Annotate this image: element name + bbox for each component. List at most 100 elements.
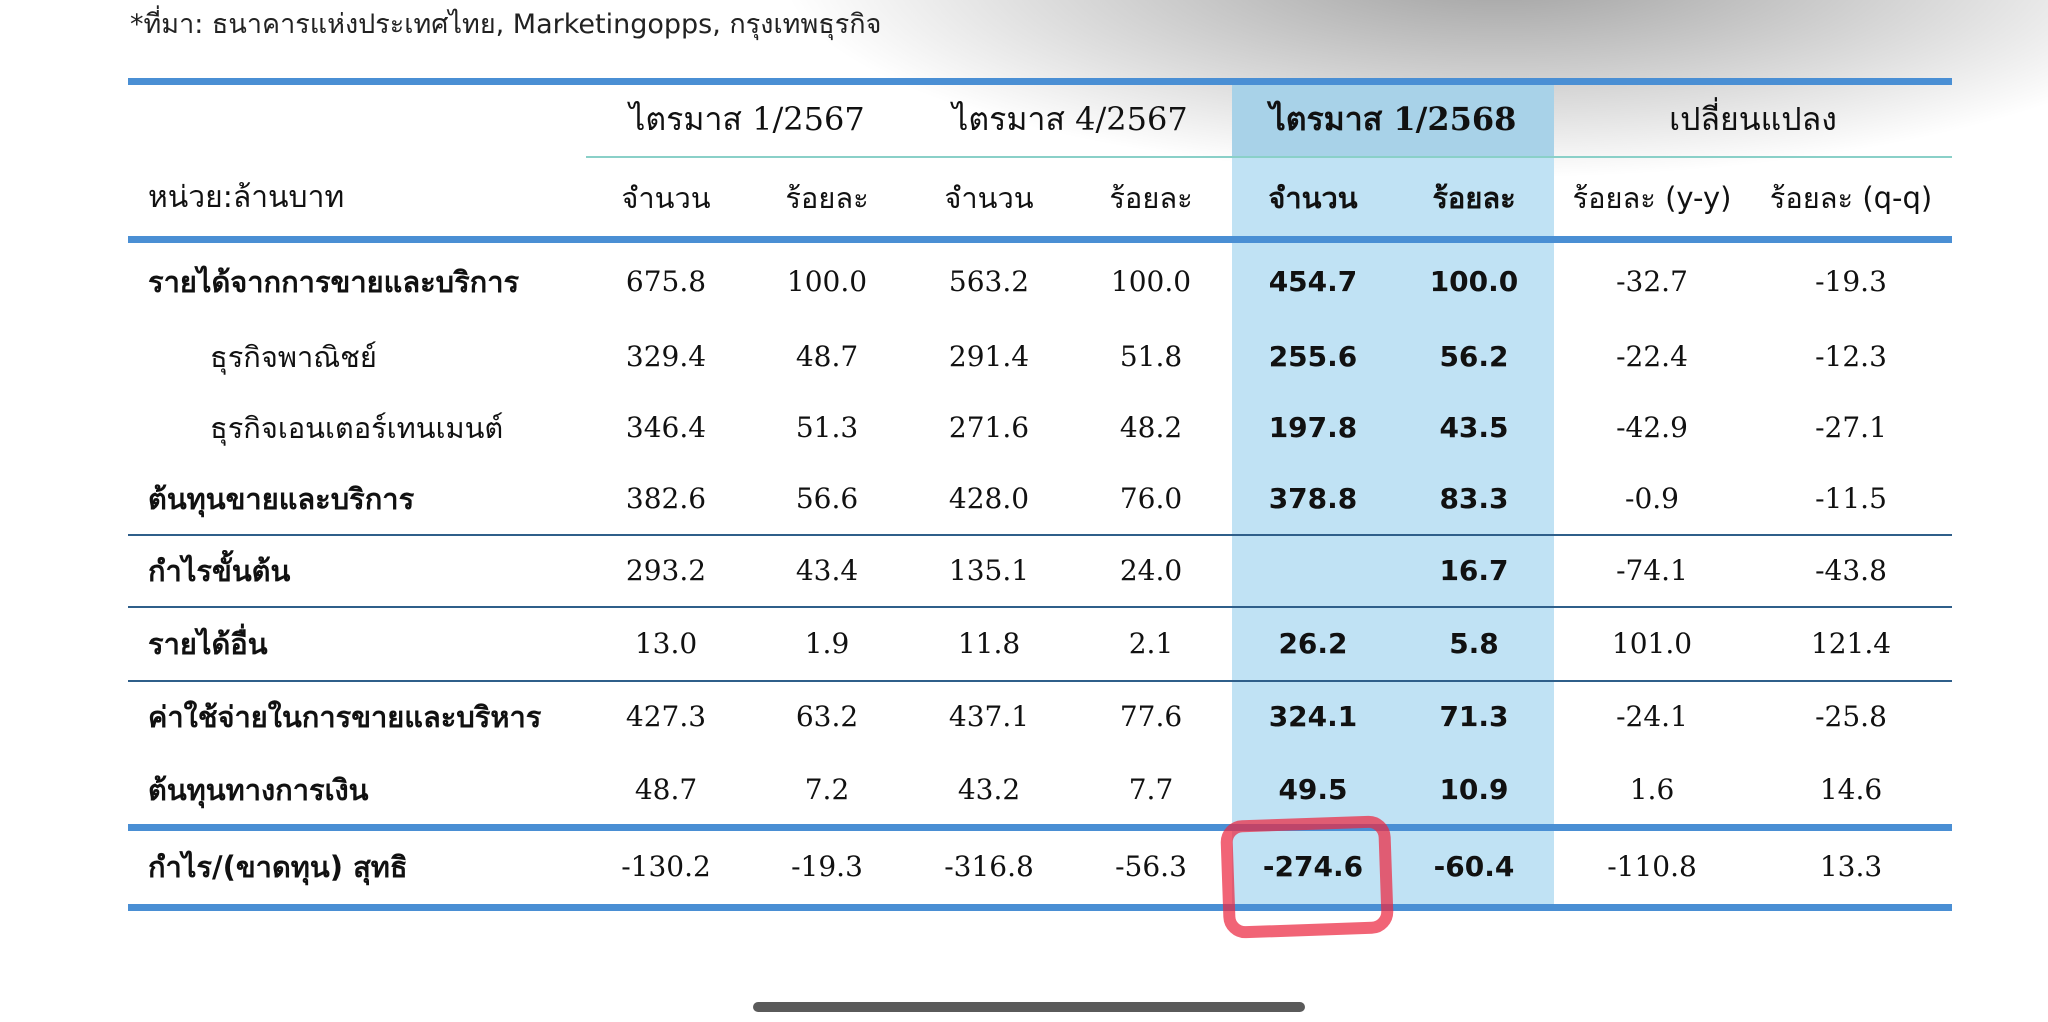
row-label: ธุรกิจพาณิชย์ [210,340,377,374]
table-cell: 16.7 [1439,554,1509,587]
group-header-q4-2567: ไตรมาส 4/2567 [952,100,1188,138]
table-cell: -11.5 [1815,482,1887,515]
subheader-amount: จำนวน [944,181,1034,215]
table-cell: -0.9 [1625,482,1679,515]
table-cell: 48.2 [1119,411,1183,444]
table-cell: 43.2 [957,773,1021,806]
table-cell: -24.1 [1616,700,1688,733]
row-label: รายได้อื่น [148,627,268,661]
table-cell: -12.3 [1815,340,1887,373]
row-label: กำไรขั้นต้น [148,554,291,588]
table-cell: 24.0 [1119,554,1183,587]
table-cell: 14.6 [1819,773,1883,806]
row-label: กำไร/(ขาดทุน) สุทธิ [148,850,408,884]
header-bottom-rule [128,236,1952,243]
table-cell: 13.0 [634,627,698,660]
table-cell: 13.3 [1819,850,1883,883]
table-cell: 1.6 [1629,773,1675,806]
table-cell: 121.4 [1810,627,1892,660]
table-cell: 63.2 [795,700,859,733]
table-cell: 271.6 [948,411,1030,444]
table-row: ธุรกิจพาณิชย์ 329.4 48.7 291.4 51.8 255.6 56.2… [0,332,2048,382]
row-divider [128,680,1952,682]
table-cell: 675.8 [625,265,707,298]
subheader-yoy: ร้อยละ (y-y) [1572,181,1732,215]
table-cell: 293.2 [625,554,707,587]
subheader-amount: จำนวน [621,181,711,215]
table-cell: 48.7 [634,773,698,806]
table-row: ต้นทุนทางการเงิน 48.7 7.2 43.2 7.7 49.5 10.9 1.… [0,765,2048,815]
row-label: ต้นทุนทางการเงิน [148,773,369,807]
table-cell: 382.6 [625,482,707,515]
table-cell: -19.3 [1815,265,1887,298]
table-cell: 43.4 [795,554,859,587]
table-cell: 43.5 [1439,411,1509,444]
table-cell: -274.6 [1262,850,1364,883]
table-cell: -27.1 [1815,411,1887,444]
highlight-column [1232,82,1554,905]
table-cell: -22.4 [1616,340,1688,373]
highlight-column-header [1232,82,1554,156]
table-cell: 454.7 [1268,265,1358,298]
table-cell: -42.9 [1616,411,1688,444]
subheader-amount: จำนวน [1268,181,1358,215]
table-row: ค่าใช้จ่ายในการขายและบริหาร 427.3 63.2 437.… [0,692,2048,742]
table-cell: -316.8 [944,850,1034,883]
row-label: ค่าใช้จ่ายในการขายและบริหาร [148,700,542,734]
table-cell: -60.4 [1433,850,1515,883]
table-cell: 49.5 [1278,773,1348,806]
table-cell: 76.0 [1119,482,1183,515]
table-cell: 77.6 [1119,700,1183,733]
row-label: ธุรกิจเอนเตอร์เทนเมนต์ [210,411,504,445]
subheader-qoq: ร้อยละ (q-q) [1769,181,1933,215]
table-cell: 101.0 [1611,627,1693,660]
table-row: กำไร/(ขาดทุน) สุทธิ -130.2 -19.3 -316.8 -56.… [0,842,2048,892]
home-indicator[interactable] [753,1002,1305,1012]
table-cell: -130.2 [621,850,711,883]
annotation-circle [1219,815,1395,939]
table-cell: 71.3 [1439,700,1509,733]
table-cell: 427.3 [625,700,707,733]
table-row: รายได้จากการขายและบริการ 675.8 100.0 563.2 1… [0,257,2048,307]
table-cell: 100.0 [786,265,868,298]
table-row: รายได้อื่น 13.0 1.9 11.8 2.1 26.2 5.8 101.0 121.… [0,619,2048,669]
group-header-q1-2568: ไตรมาส 1/2568 [1269,100,1517,138]
table-cell: 51.8 [1119,340,1183,373]
table-cell: -32.7 [1616,265,1688,298]
table-cell: 10.9 [1439,773,1509,806]
table-cell: 1.9 [804,627,850,660]
table-cell: 7.2 [804,773,850,806]
row-divider [128,534,1952,536]
table-cell: -74.1 [1616,554,1688,587]
table-cell: 26.2 [1278,627,1348,660]
table-cell: -19.3 [791,850,863,883]
table-cell: -56.3 [1115,850,1187,883]
table-cell: 56.2 [1439,340,1509,373]
table-cell: 100.0 [1110,265,1192,298]
table-row: ธุรกิจเอนเตอร์เทนเมนต์ 346.4 51.3 271.6 48.2… [0,403,2048,453]
table-cell: 563.2 [948,265,1030,298]
table-cell: 5.8 [1449,627,1499,660]
table-cell: 48.7 [795,340,859,373]
table-row: ต้นทุนขายและบริการ 382.6 56.6 428.0 76.0 378.… [0,474,2048,524]
table-cell: 135.1 [948,554,1030,587]
table-cell: 255.6 [1268,340,1358,373]
table-row: กำไรขั้นต้น 293.2 43.4 135.1 24.0 16.7 -74.1 -4… [0,546,2048,596]
table-cell: 329.4 [625,340,707,373]
table-cell: 51.3 [795,411,859,444]
row-divider [128,606,1952,608]
net-profit-top-rule [128,824,1952,831]
subheader-percent: ร้อยละ [785,181,869,215]
group-header-q1-2567: ไตรมาส 1/2567 [629,100,865,138]
table-top-rule [128,78,1952,85]
subheader-percent: ร้อยละ [1109,181,1193,215]
table-cell: 346.4 [625,411,707,444]
table-cell: 100.0 [1429,265,1519,298]
table-cell: 56.6 [795,482,859,515]
unit-label: หน่วย:ล้านบาท [148,180,345,215]
table-cell: -43.8 [1815,554,1887,587]
table-cell: 83.3 [1439,482,1509,515]
table-cell: 378.8 [1268,482,1358,515]
table-cell: -25.8 [1815,700,1887,733]
